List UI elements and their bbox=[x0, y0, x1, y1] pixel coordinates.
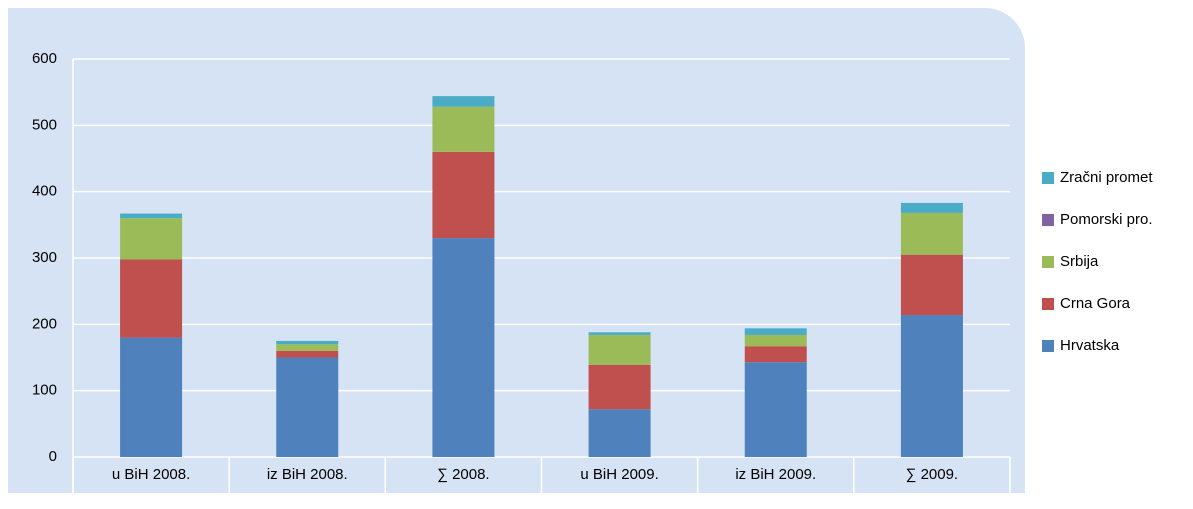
y-tick-label: 200 bbox=[32, 315, 57, 332]
y-tick-label: 100 bbox=[32, 382, 57, 399]
bar-segment bbox=[900, 254, 963, 316]
x-tick-label: iz BiH 2009. bbox=[735, 466, 816, 483]
bar-segment bbox=[900, 315, 963, 457]
y-tick-label: 0 bbox=[49, 448, 57, 465]
bar-segment bbox=[744, 328, 807, 335]
x-tick-label: u BiH 2009. bbox=[580, 466, 658, 483]
x-tick-label: iz BiH 2008. bbox=[267, 466, 348, 483]
y-tick-label: 600 bbox=[32, 50, 57, 67]
legend-swatch bbox=[1042, 298, 1054, 310]
bar-segment bbox=[744, 362, 807, 457]
bar-segment bbox=[432, 238, 495, 457]
bar-segment bbox=[276, 350, 339, 358]
x-tick-label: ∑ 2008. bbox=[437, 466, 489, 483]
bar-segment bbox=[900, 212, 963, 255]
y-tick-label: 300 bbox=[32, 249, 57, 266]
bar-segment bbox=[276, 344, 339, 351]
legend-label: Srbija bbox=[1060, 253, 1099, 270]
bar-segment bbox=[588, 364, 651, 410]
bar-segment bbox=[120, 218, 183, 260]
bar-segment bbox=[900, 202, 963, 213]
legend-swatch bbox=[1042, 256, 1054, 268]
bar-segment bbox=[276, 357, 339, 457]
bar-segment bbox=[588, 332, 651, 335]
x-tick-label: u BiH 2008. bbox=[112, 466, 190, 483]
bar-segment bbox=[588, 409, 651, 457]
legend-label: Crna Gora bbox=[1060, 295, 1131, 312]
bar-segment bbox=[432, 151, 495, 239]
bar-segment bbox=[120, 213, 183, 219]
legend-swatch bbox=[1042, 340, 1054, 352]
y-tick-label: 400 bbox=[32, 183, 57, 200]
bar-segment bbox=[432, 96, 495, 107]
legend-label: Zračni promet bbox=[1060, 169, 1153, 186]
bar-segment bbox=[120, 337, 183, 457]
bar-segment bbox=[120, 259, 183, 338]
legend-label: Pomorski pro. bbox=[1060, 211, 1153, 228]
bar-segment bbox=[432, 106, 495, 152]
legend-swatch bbox=[1042, 172, 1054, 184]
bar-segment bbox=[744, 346, 807, 363]
y-tick-label: 500 bbox=[32, 116, 57, 133]
bar-segment bbox=[588, 334, 651, 365]
bar-segment bbox=[744, 334, 807, 347]
x-tick-label: ∑ 2009. bbox=[906, 466, 958, 483]
bar-segment bbox=[276, 340, 339, 345]
legend-swatch bbox=[1042, 214, 1054, 226]
legend-label: Hrvatska bbox=[1060, 337, 1120, 354]
